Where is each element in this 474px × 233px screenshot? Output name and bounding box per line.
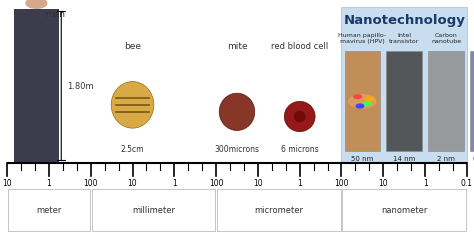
Text: 1.80m: 1.80m	[67, 82, 94, 91]
Text: Intel
transistor: Intel transistor	[389, 34, 419, 44]
FancyBboxPatch shape	[428, 51, 464, 151]
FancyBboxPatch shape	[345, 51, 380, 151]
Text: 10: 10	[253, 179, 263, 188]
FancyBboxPatch shape	[217, 189, 340, 231]
Text: 10: 10	[128, 179, 137, 188]
Text: 1: 1	[46, 179, 51, 188]
Text: 14 nm: 14 nm	[393, 156, 415, 162]
Text: 0.1: 0.1	[461, 179, 473, 188]
Text: 50 nm: 50 nm	[351, 156, 374, 162]
Circle shape	[364, 102, 371, 106]
Text: 1: 1	[423, 179, 428, 188]
Circle shape	[349, 95, 376, 108]
Text: 1: 1	[172, 179, 177, 188]
Text: Nanotechnology: Nanotechnology	[343, 14, 465, 27]
Text: 300microns: 300microns	[215, 145, 259, 154]
Ellipse shape	[294, 111, 306, 122]
Ellipse shape	[284, 101, 315, 132]
Text: micrometer: micrometer	[254, 206, 303, 215]
Text: 6 microns: 6 microns	[281, 145, 319, 154]
Ellipse shape	[219, 93, 255, 130]
Circle shape	[26, 0, 47, 8]
Text: 100: 100	[83, 179, 98, 188]
Text: man: man	[46, 10, 65, 20]
Text: 2.5cm: 2.5cm	[121, 145, 144, 154]
Circle shape	[356, 104, 364, 108]
FancyBboxPatch shape	[14, 9, 59, 163]
Text: 2 nm: 2 nm	[437, 156, 455, 162]
FancyBboxPatch shape	[342, 189, 466, 231]
Text: 10: 10	[2, 179, 12, 188]
Text: nanometer: nanometer	[381, 206, 428, 215]
Text: 100: 100	[209, 179, 223, 188]
FancyBboxPatch shape	[8, 189, 90, 231]
Text: 10: 10	[378, 179, 388, 188]
Text: Human papillo-
mavirus (HPV): Human papillo- mavirus (HPV)	[338, 34, 386, 44]
FancyBboxPatch shape	[91, 189, 215, 231]
Text: 100: 100	[334, 179, 349, 188]
Circle shape	[354, 95, 362, 99]
Text: meter: meter	[36, 206, 62, 215]
FancyBboxPatch shape	[386, 51, 422, 151]
FancyBboxPatch shape	[470, 51, 474, 151]
Ellipse shape	[111, 82, 154, 128]
Text: Carbon
nanotube: Carbon nanotube	[431, 34, 461, 44]
Text: mite: mite	[227, 42, 247, 51]
Text: red blood cell: red blood cell	[271, 42, 328, 51]
Text: bee: bee	[124, 42, 141, 51]
Text: 1: 1	[297, 179, 302, 188]
Text: millimeter: millimeter	[132, 206, 175, 215]
FancyBboxPatch shape	[341, 7, 467, 163]
Circle shape	[366, 97, 374, 101]
